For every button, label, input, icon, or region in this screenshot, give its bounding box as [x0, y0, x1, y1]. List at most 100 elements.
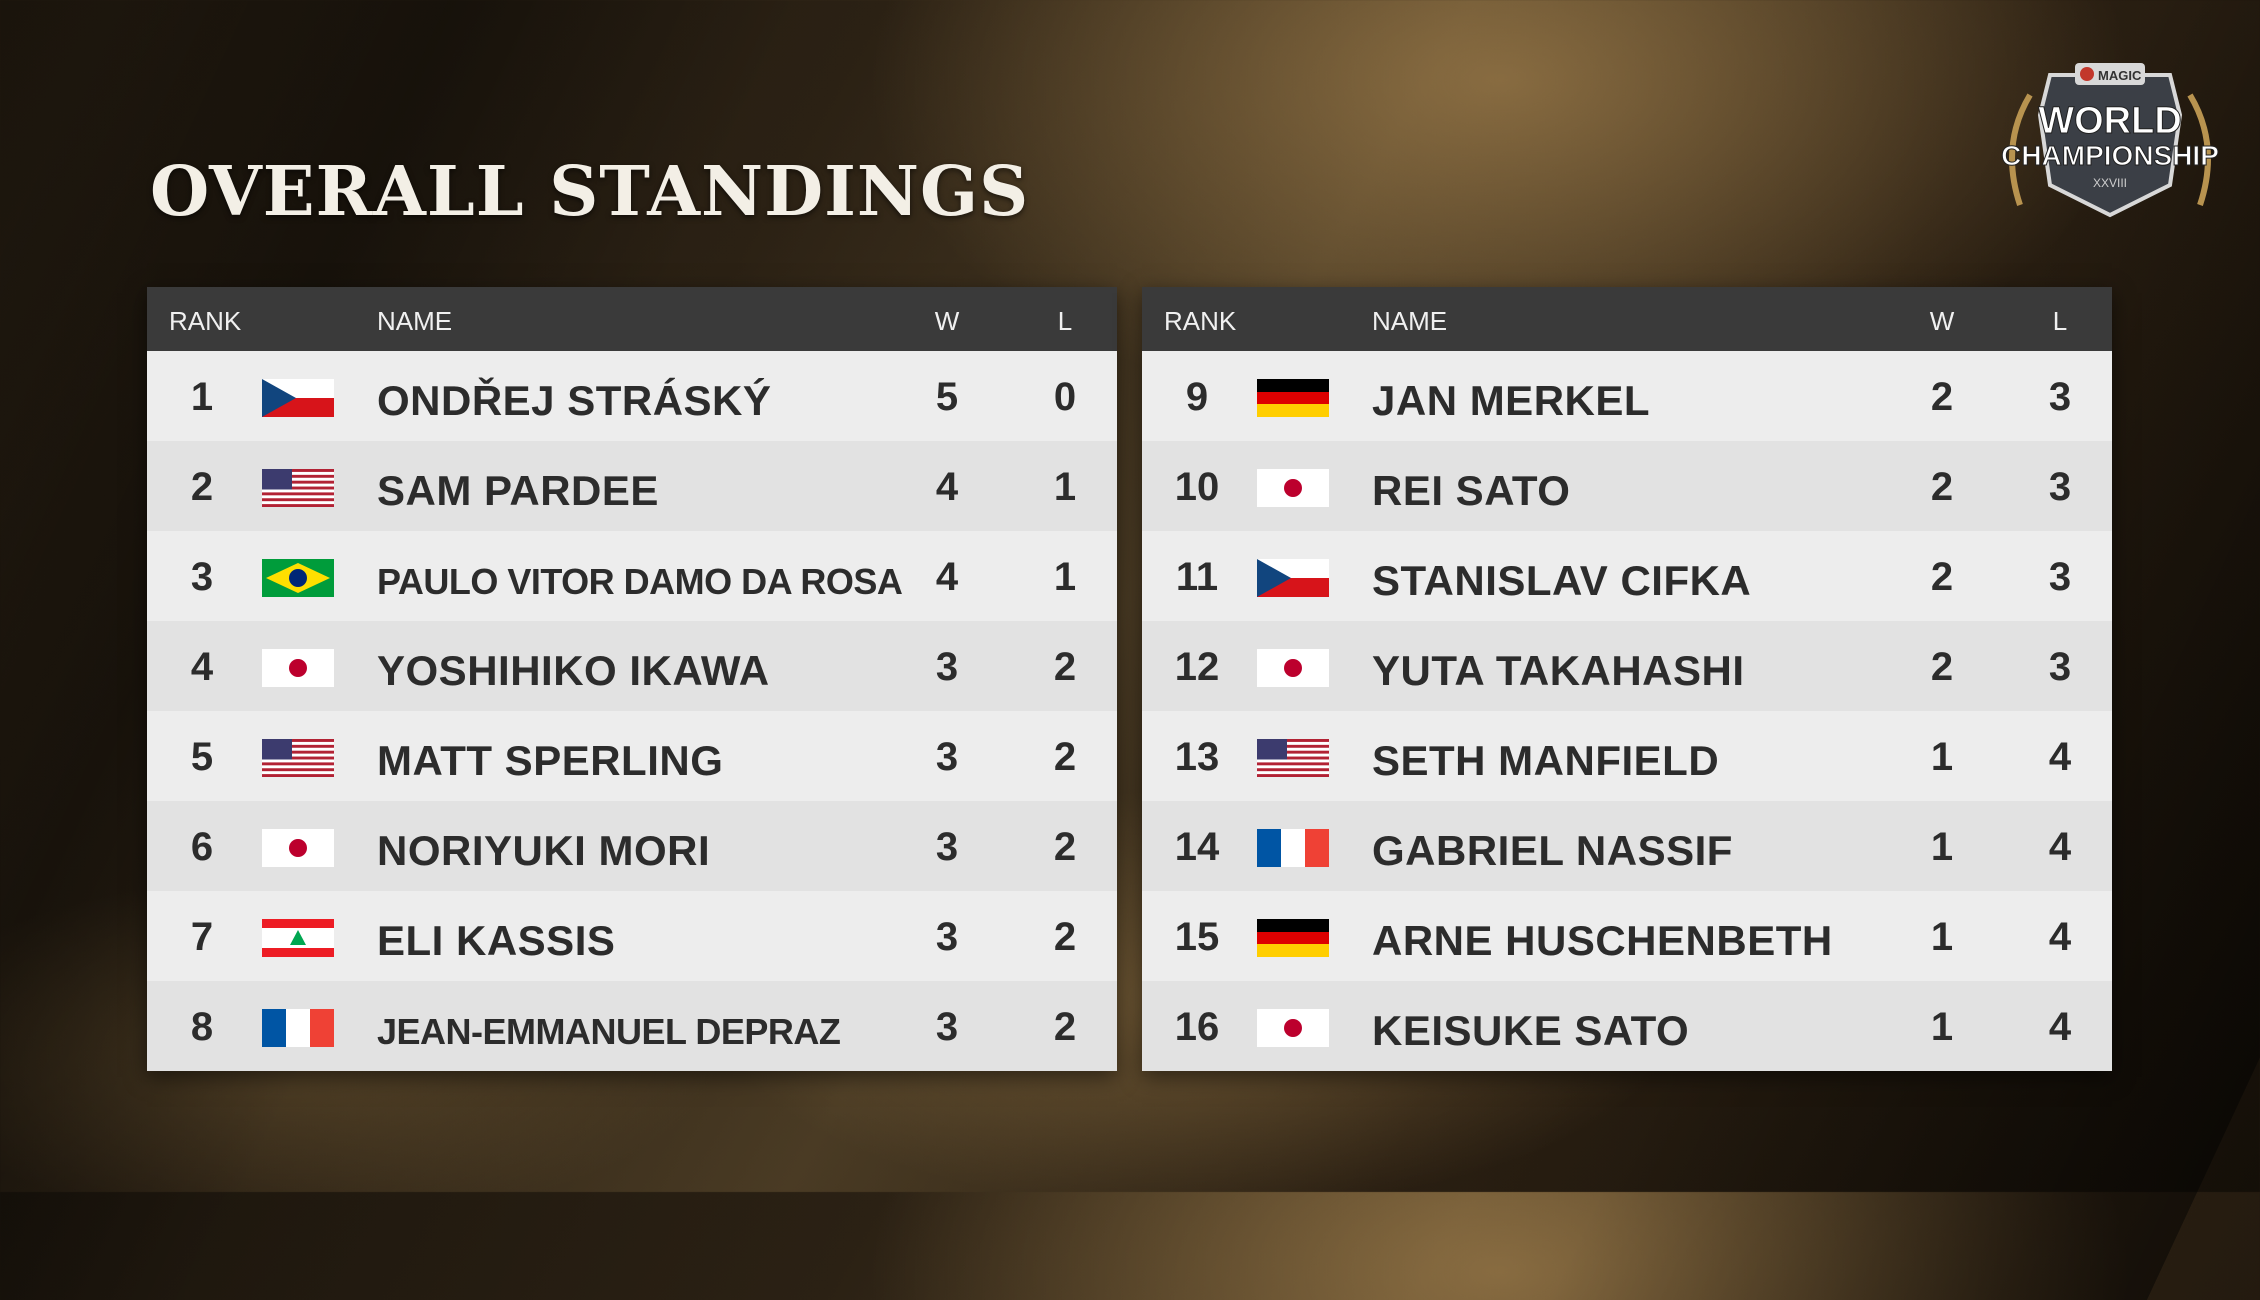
page-title: OVERALL STANDINGS: [150, 152, 1030, 232]
losses-header: L: [1057, 306, 1073, 336]
player-name: STANISLAV CIFKA: [1372, 557, 1752, 604]
wins-header: W: [934, 306, 960, 336]
losses-cell: 2: [1053, 645, 1077, 689]
usa-flag-icon: [1257, 739, 1329, 777]
logo-brand: MAGIC: [2098, 68, 2142, 83]
table-row: 12 YUTA TAKAHASHI 2 3: [1142, 621, 2112, 711]
player-name: JEAN-EMMANUEL DEPRAZ: [377, 1011, 841, 1052]
wins-cell: 3: [935, 1005, 959, 1049]
rank-cell: 5: [190, 735, 214, 779]
wins-cell: 3: [935, 825, 959, 869]
wins-cell: 5: [935, 375, 959, 419]
table-header: RANK NAME W L: [147, 287, 1117, 351]
wins-cell: 3: [935, 735, 959, 779]
usa-flag-icon: [262, 469, 334, 507]
player-name: YOSHIHIKO IKAWA: [377, 647, 770, 694]
player-name: ELI KASSIS: [377, 917, 616, 964]
losses-cell: 3: [2048, 465, 2072, 509]
name-header: NAME: [1372, 306, 1448, 336]
losses-cell: 2: [1053, 735, 1077, 779]
france-flag-icon: [262, 1009, 334, 1047]
rank-cell: 9: [1185, 375, 1209, 419]
wins-cell: 2: [1930, 375, 1954, 419]
losses-cell: 4: [2048, 915, 2072, 959]
losses-cell: 3: [2048, 645, 2072, 689]
wins-cell: 3: [935, 915, 959, 959]
japan-flag-icon: [1257, 469, 1329, 507]
germany-flag-icon: [1257, 919, 1329, 957]
rank-header: RANK: [1164, 306, 1237, 336]
table-body: 9 JAN MERKEL 2 3 10 REI SATO 2 3 11 STANISLAV CIF…: [1142, 351, 2112, 1071]
player-name: SAM PARDEE: [377, 467, 659, 514]
wins-cell: 3: [935, 645, 959, 689]
rank-header: RANK: [169, 306, 242, 336]
logo-line2: CHAMPIONSHIP: [2001, 140, 2219, 171]
player-name: YUTA TAKAHASHI: [1372, 647, 1745, 694]
japan-flag-icon: [1257, 1009, 1329, 1047]
table-row: 13 SETH MANFIELD 1 4: [1142, 711, 2112, 801]
germany-flag-icon: [1257, 379, 1329, 417]
losses-cell: 2: [1053, 1005, 1077, 1049]
table-row: 2 SAM PARDEE 4 1: [147, 441, 1117, 531]
losses-cell: 1: [1053, 555, 1077, 599]
france-flag-icon: [1257, 829, 1329, 867]
world-championship-logo: MAGIC WORLD CHAMPIONSHIP XXVIII: [2001, 63, 2219, 218]
player-name: KEISUKE SATO: [1372, 1007, 1690, 1054]
table-row: 14 GABRIEL NASSIF 1 4: [1142, 801, 2112, 891]
japan-flag-icon: [262, 829, 334, 867]
losses-cell: 2: [1053, 915, 1077, 959]
losses-cell: 2: [1053, 825, 1077, 869]
table-row: 4 YOSHIHIKO IKAWA 3 2: [147, 621, 1117, 711]
losses-header: L: [2052, 306, 2068, 336]
wins-cell: 4: [935, 465, 959, 509]
table-header: RANK NAME W L: [1142, 287, 2112, 351]
rank-cell: 2: [190, 465, 214, 509]
lebanon-flag-icon: [262, 919, 334, 957]
player-name: NORIYUKI MORI: [377, 827, 711, 874]
czech-flag-icon: [262, 379, 334, 417]
player-name: SETH MANFIELD: [1372, 737, 1720, 784]
losses-cell: 4: [2048, 825, 2072, 869]
wins-cell: 4: [935, 555, 959, 599]
rank-cell: 1: [190, 375, 214, 419]
player-name: MATT SPERLING: [377, 737, 724, 784]
table-row: 9 JAN MERKEL 2 3: [1142, 351, 2112, 441]
wins-cell: 1: [1930, 735, 1954, 779]
rank-cell: 3: [190, 555, 214, 599]
table-row: 11 STANISLAV CIFKA 2 3: [1142, 531, 2112, 621]
brazil-flag-icon: [262, 559, 334, 597]
rank-cell: 10: [1174, 465, 1220, 509]
japan-flag-icon: [262, 649, 334, 687]
player-name: REI SATO: [1372, 467, 1571, 514]
rank-cell: 11: [1175, 555, 1219, 599]
table-row: 16 KEISUKE SATO 1 4: [1142, 981, 2112, 1071]
losses-cell: 4: [2048, 735, 2072, 779]
rank-cell: 8: [190, 1005, 214, 1049]
name-header: NAME: [377, 306, 453, 336]
rank-cell: 7: [190, 915, 214, 959]
wins-cell: 2: [1930, 465, 1954, 509]
losses-cell: 4: [2048, 1005, 2072, 1049]
player-name: ARNE HUSCHENBETH: [1372, 917, 1833, 964]
rank-cell: 12: [1174, 645, 1220, 689]
losses-cell: 3: [2048, 375, 2072, 419]
rank-cell: 6: [190, 825, 214, 869]
rank-cell: 15: [1174, 915, 1220, 959]
usa-flag-icon: [262, 739, 334, 777]
losses-cell: 0: [1053, 375, 1077, 419]
table-row: 5 MATT SPERLING 3 2: [147, 711, 1117, 801]
table-row: 6 NORIYUKI MORI 3 2: [147, 801, 1117, 891]
player-name: JAN MERKEL: [1372, 377, 1651, 424]
losses-cell: 3: [2048, 555, 2072, 599]
table-row: 3 PAULO VITOR DAMO DA ROSA 4 1: [147, 531, 1117, 621]
wins-cell: 2: [1930, 555, 1954, 599]
losses-cell: 1: [1053, 465, 1077, 509]
rank-cell: 4: [190, 645, 214, 689]
wins-cell: 1: [1930, 825, 1954, 869]
wins-cell: 2: [1930, 645, 1954, 689]
table-body: 1 ONDŘEJ STRÁSKÝ 5 0 2 SAM PARDEE 4 1 3 PAULO VIT…: [147, 351, 1117, 1071]
player-name: ONDŘEJ STRÁSKÝ: [377, 377, 772, 424]
standings-table-left: RANK NAME W L 1 ONDŘEJ STRÁSKÝ 5 0 2 SAM PARD…: [147, 287, 1117, 1071]
logo-line1: WORLD: [2038, 100, 2182, 142]
standings-table-right: RANK NAME W L 9 JAN MERKEL 2 3 10 REI SATO 2 3 1…: [1142, 287, 2112, 1071]
